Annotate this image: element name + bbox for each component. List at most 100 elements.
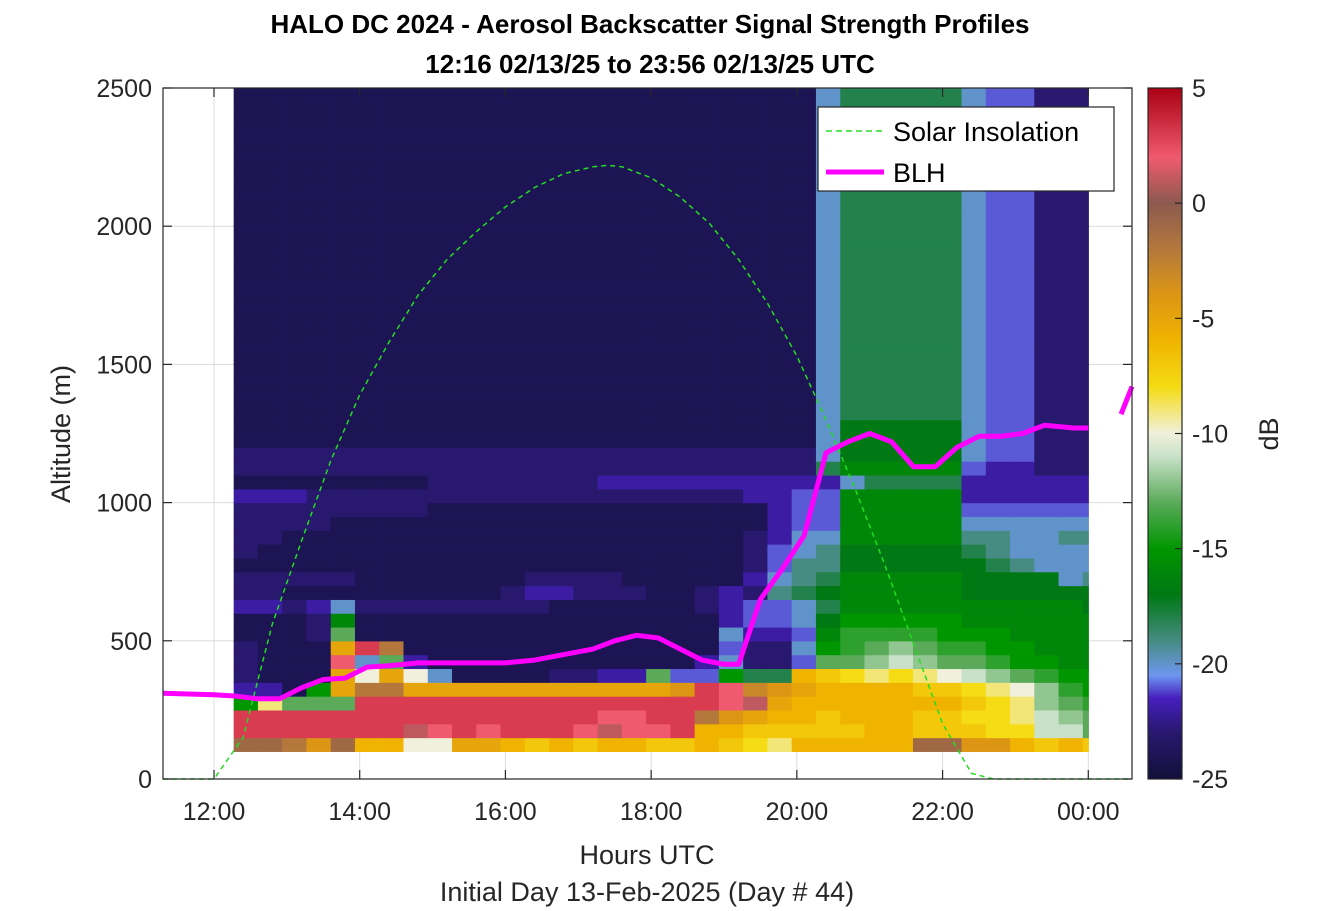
heatmap-cell <box>282 350 308 365</box>
heatmap-cell <box>306 488 332 504</box>
heatmap-cell <box>912 737 938 752</box>
heatmap-cell <box>694 571 720 587</box>
heatmap-cell <box>1082 461 1089 476</box>
heatmap-cell <box>621 143 647 158</box>
heatmap-cell <box>330 198 356 213</box>
heatmap-cell <box>718 516 744 531</box>
heatmap-cell <box>452 585 477 600</box>
heatmap-cell <box>840 613 866 628</box>
heatmap-cell <box>961 530 987 545</box>
heatmap-cell <box>282 502 308 518</box>
heatmap-cell <box>379 392 405 407</box>
heatmap-cell <box>500 696 526 711</box>
heatmap-cell <box>257 253 283 269</box>
heatmap-cell <box>840 350 866 365</box>
heatmap-cell <box>476 88 502 103</box>
heatmap-cell <box>743 198 769 213</box>
heatmap-cell <box>815 709 841 725</box>
heatmap-cell <box>524 433 550 448</box>
heatmap-cell <box>621 295 647 310</box>
heatmap-cell <box>403 516 429 531</box>
heatmap-cell <box>840 378 866 393</box>
heatmap-cell <box>306 654 332 670</box>
heatmap-cell <box>549 474 574 490</box>
heatmap-cell <box>694 557 720 573</box>
colorbar: 50-5-10-15-20-25 dB <box>1147 75 1284 794</box>
heatmap-cell <box>888 599 914 614</box>
heatmap-cell <box>233 654 259 670</box>
heatmap-cell <box>452 571 477 587</box>
heatmap-cell <box>549 626 574 642</box>
heatmap-cell <box>549 143 574 158</box>
heatmap-cell <box>694 419 720 435</box>
heatmap-cell <box>476 322 502 338</box>
heatmap-cell <box>500 101 526 117</box>
heatmap-cell <box>937 88 963 103</box>
heatmap-cell <box>670 295 696 310</box>
heatmap-cell <box>937 585 963 600</box>
heatmap-cell <box>815 737 841 752</box>
heatmap-cell <box>330 502 356 518</box>
heatmap-cell <box>476 599 502 614</box>
heatmap-cell <box>573 184 599 200</box>
heatmap-cell <box>282 392 308 407</box>
heatmap-cell <box>330 184 356 200</box>
heatmap-cell <box>985 737 1011 752</box>
heatmap-cell <box>330 544 356 559</box>
heatmap-cell <box>646 253 671 269</box>
heatmap-cell <box>864 281 890 296</box>
heatmap-cell <box>257 101 283 117</box>
heatmap-cell <box>1010 488 1035 504</box>
heatmap-cell <box>257 143 283 158</box>
heatmap-cell <box>646 516 671 531</box>
heatmap-cell <box>912 336 938 352</box>
heatmap-cell <box>694 488 720 504</box>
heatmap-cell <box>743 143 769 158</box>
heatmap-cell <box>767 336 793 352</box>
heatmap-cell <box>233 405 259 421</box>
heatmap-cell <box>597 668 623 683</box>
chart-title-line1: HALO DC 2024 - Aerosol Backscatter Signa… <box>270 9 1029 39</box>
heatmap-cell <box>1034 212 1060 227</box>
heatmap-cell <box>767 267 793 283</box>
y-tick-label: 1500 <box>96 351 152 379</box>
heatmap-cell <box>403 474 429 490</box>
heatmap-cell <box>961 419 987 435</box>
heatmap-cell <box>767 613 793 628</box>
heatmap-cell <box>718 682 744 697</box>
heatmap-cell <box>1010 530 1035 545</box>
heatmap-cell <box>282 419 308 435</box>
heatmap-cell <box>403 281 429 296</box>
heatmap-cell <box>330 212 356 227</box>
heatmap-cell <box>621 336 647 352</box>
heatmap-cell <box>791 709 817 725</box>
heatmap-cell <box>1058 585 1084 600</box>
heatmap-cell <box>791 571 817 587</box>
heatmap-cell <box>233 170 259 186</box>
heatmap-cell <box>961 544 987 559</box>
heatmap-cell <box>476 240 502 255</box>
heatmap-cell <box>621 88 647 103</box>
heatmap-cell <box>670 143 696 158</box>
heatmap-cell <box>524 723 550 739</box>
heatmap-cell <box>330 433 356 448</box>
heatmap-cell <box>573 198 599 213</box>
heatmap-cell <box>767 461 793 476</box>
heatmap-cell <box>354 613 380 628</box>
heatmap-cell <box>815 640 841 656</box>
heatmap-cell <box>403 309 429 324</box>
heatmap-cell <box>670 585 696 600</box>
heatmap-cell <box>500 447 526 462</box>
heatmap-cell <box>500 212 526 227</box>
heatmap-cell <box>354 488 380 504</box>
heatmap-cell <box>597 585 623 600</box>
heatmap-cell <box>379 419 405 435</box>
heatmap-cell <box>524 184 550 200</box>
heatmap-cell <box>330 682 356 697</box>
heatmap-cell <box>1082 281 1089 296</box>
heatmap-cell <box>1058 530 1084 545</box>
heatmap-cell <box>403 447 429 462</box>
heatmap-cell <box>476 668 502 683</box>
heatmap-cell <box>840 281 866 296</box>
heatmap-cell <box>1058 88 1084 103</box>
